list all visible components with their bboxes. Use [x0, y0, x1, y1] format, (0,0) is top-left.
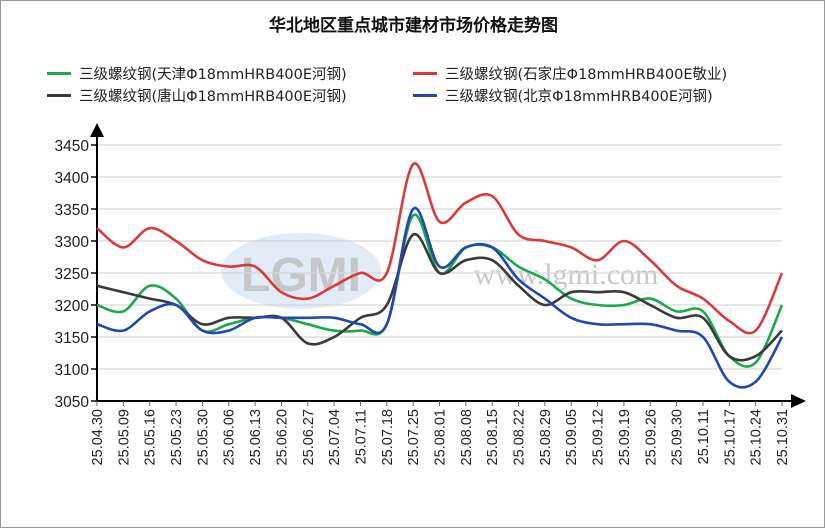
chart-title: 华北地区重点城市建材市场价格走势图: [269, 16, 558, 36]
x-tick-label: 25.10.31: [775, 409, 791, 465]
series-line-2: [96, 233, 783, 362]
y-tick-label: 3200: [55, 298, 90, 315]
y-tick-label: 3450: [55, 138, 90, 155]
x-tick-label: 25.10.24: [749, 409, 765, 465]
legend-swatch: [47, 94, 71, 97]
legend-item-tianjin: 三级螺纹钢(天津Φ18mmHRB400E河钢): [47, 63, 347, 84]
legend-label: 三级螺纹钢(唐山Φ18mmHRB400E河钢): [79, 89, 347, 105]
legend-label: 三级螺纹钢(石家庄Φ18mmHRB400E敬业): [445, 67, 728, 83]
x-tick-label: 25.08.15: [485, 409, 501, 465]
x-tick-label: 25.09.26: [643, 409, 659, 465]
x-tick-label: 25.07.25: [406, 409, 422, 465]
x-tick-label: 25.09.12: [591, 409, 607, 465]
watermark-logo-text: LGMI: [241, 249, 361, 302]
series-line-0: [96, 213, 784, 368]
series-line-3: [96, 206, 784, 389]
y-tick-label: 3050: [55, 394, 90, 411]
x-tick-label: 25.09.30: [670, 409, 686, 465]
legend-swatch: [413, 72, 437, 75]
x-tick-label: 25.06.13: [248, 409, 264, 465]
x-tick-label: 25.07.11: [353, 409, 369, 464]
x-tick-label: 25.10.11: [696, 409, 712, 464]
series-line-1: [96, 162, 784, 335]
y-tick-label: 3100: [55, 362, 90, 379]
watermark-text: www.lgmi.com: [474, 258, 659, 291]
y-tick-label: 3150: [55, 330, 90, 347]
y-axis-arrow-icon: [90, 123, 104, 137]
x-tick-label: 25.09.19: [617, 409, 633, 465]
legend-swatch: [47, 72, 71, 75]
x-tick-label: 25.08.29: [538, 409, 554, 465]
x-tick-label: 25.05.30: [195, 409, 211, 465]
x-tick-label: 25.07.18: [380, 409, 396, 465]
x-tick-label: 25.10.17: [722, 409, 738, 465]
legend-label: 三级螺纹钢(北京Φ18mmHRB400E河钢): [445, 89, 713, 105]
x-tick-label: 25.05.16: [143, 409, 159, 465]
x-axis-arrow-icon: [791, 394, 806, 408]
x-tick-label: 25.06.20: [274, 409, 290, 465]
legend-item-beijing: 三级螺纹钢(北京Φ18mmHRB400E河钢): [413, 85, 713, 106]
legend-swatch: [413, 94, 437, 97]
x-tick-label: 25.07.04: [327, 409, 343, 465]
legend-item-shijiazhuang: 三级螺纹钢(石家庄Φ18mmHRB400E敬业): [413, 63, 727, 84]
y-tick-label: 3400: [55, 170, 90, 187]
x-tick-label: 25.08.08: [459, 409, 475, 465]
y-tick-label: 3350: [55, 202, 90, 219]
y-tick-label: 3250: [55, 266, 90, 283]
x-tick-label: 25.06.27: [301, 409, 317, 465]
legend-item-tangshan: 三级螺纹钢(唐山Φ18mmHRB400E河钢): [47, 85, 347, 106]
x-tick-label: 25.06.06: [222, 409, 238, 465]
x-tick-label: 25.05.23: [169, 409, 185, 465]
y-tick-label: 3300: [55, 234, 90, 251]
x-tick-label: 25.04.30: [90, 409, 106, 465]
legend-label: 三级螺纹钢(天津Φ18mmHRB400E河钢): [79, 67, 347, 83]
watermark-logo: [221, 233, 381, 309]
x-tick-label: 25.08.22: [512, 409, 528, 465]
x-tick-label: 25.05.09: [116, 409, 132, 465]
x-tick-label: 25.09.05: [564, 409, 580, 465]
x-tick-label: 25.08.01: [433, 409, 449, 465]
